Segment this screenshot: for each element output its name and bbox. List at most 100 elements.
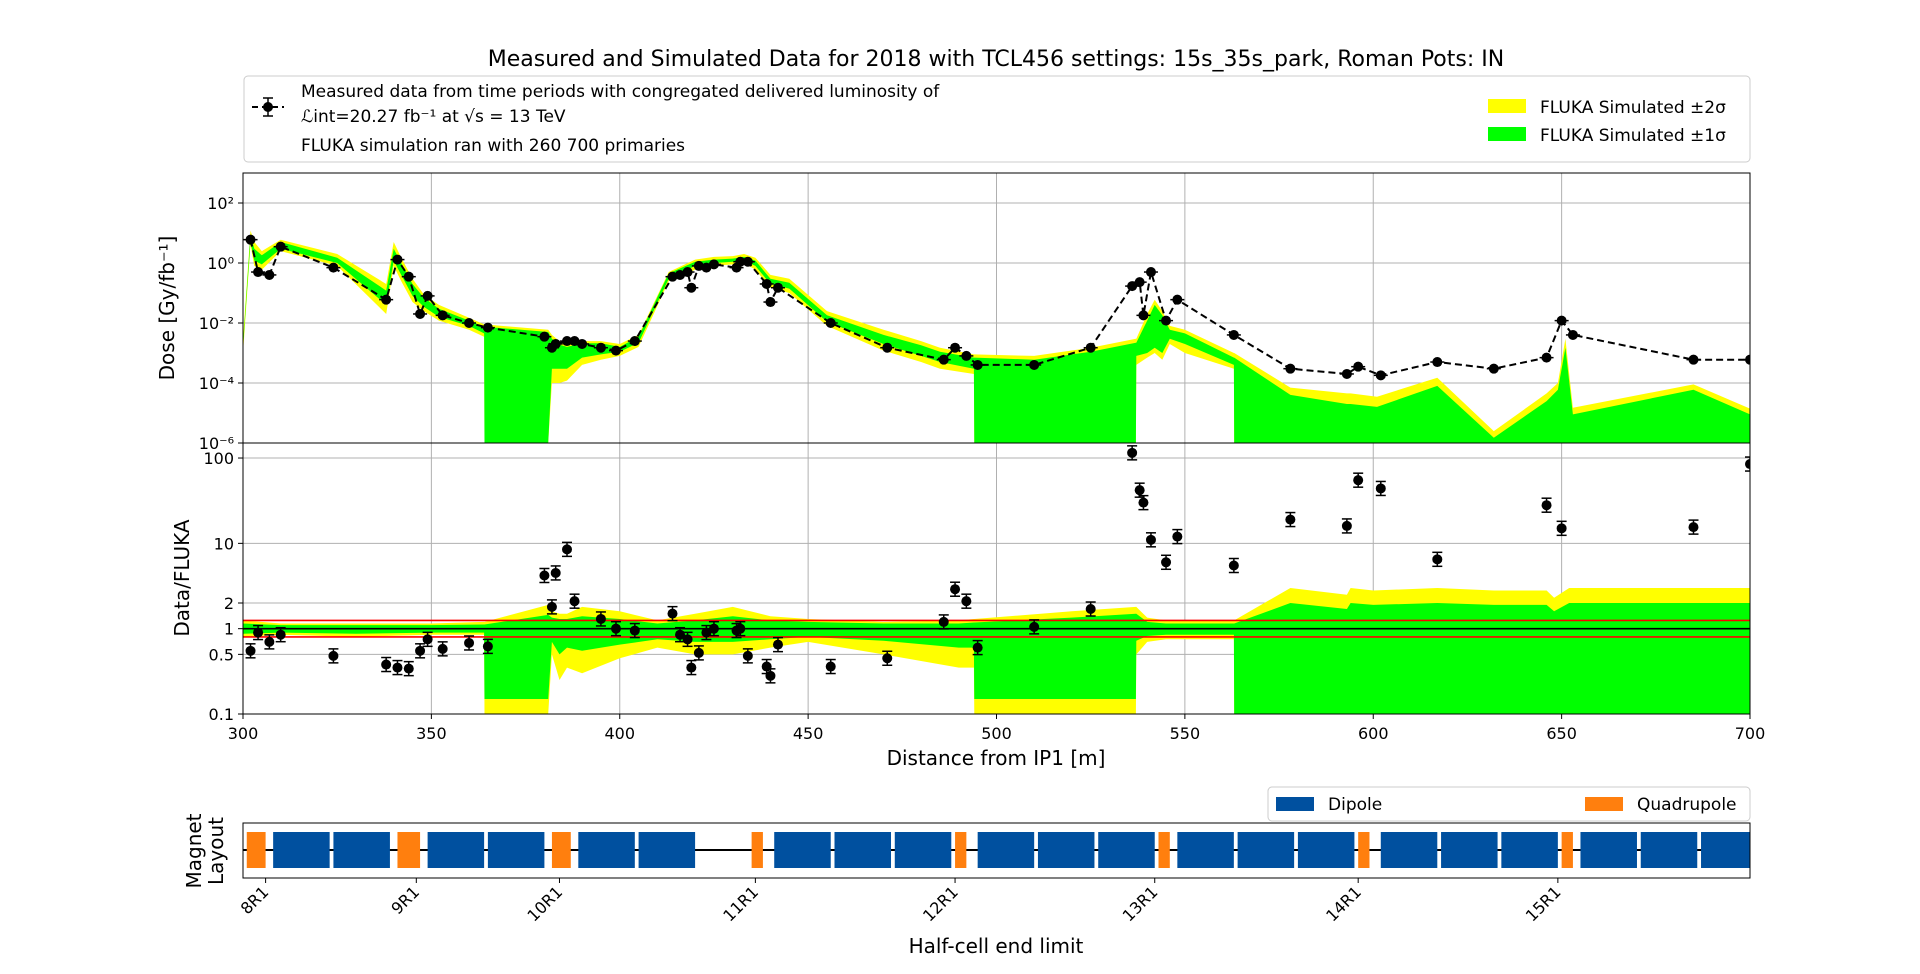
dose-point: [550, 338, 561, 349]
dose-point: [275, 241, 286, 252]
ratio-yticks: 0.1 0.5 1 2 10 100: [203, 449, 243, 724]
ratio-point: [1138, 497, 1149, 508]
ratio-xtick-label: 500: [981, 724, 1012, 743]
magnet-legend-quadrupole-label: Quadrupole: [1637, 795, 1737, 815]
dipole-magnet: [273, 832, 330, 868]
ratio-point: [253, 627, 264, 638]
dipole-magnet: [1441, 832, 1498, 868]
dose-point: [422, 290, 433, 301]
legend: Measured data from time periods with con…: [243, 75, 1751, 163]
ratio-point: [1172, 531, 1183, 542]
quadrupole-magnet: [551, 832, 571, 868]
ratio-point: [1688, 522, 1699, 533]
dose-point: [1029, 359, 1040, 370]
dose-point: [950, 342, 961, 353]
ratio-point: [972, 642, 983, 653]
ratio-point: [675, 629, 686, 640]
dose-measured-points: [243, 234, 1750, 381]
dose-ylabel: Dose [Gy/fb⁻¹]: [155, 236, 179, 381]
dose-point: [381, 294, 392, 305]
dose-point: [1556, 315, 1567, 326]
dipole-magnet: [1380, 832, 1438, 868]
dose-point: [686, 282, 697, 293]
dose-point: [482, 322, 493, 333]
legend-measured-marker: [263, 102, 273, 112]
legend-frame: [243, 75, 1751, 163]
dose-point: [825, 318, 836, 328]
dose-point: [1145, 267, 1156, 278]
dose-point: [1688, 354, 1699, 365]
ratio-point: [765, 670, 776, 681]
magnet-legend-dipole-label: Dipole: [1328, 795, 1382, 815]
quadrupole-magnet: [955, 832, 967, 868]
magnet-xtick-label: 10R1: [523, 882, 566, 925]
quadrupole-magnet: [1158, 832, 1170, 868]
ratio-point: [1029, 621, 1040, 632]
dose-point: [667, 271, 678, 282]
magnet-legend-frame: [1267, 786, 1751, 822]
dose-point: [1127, 281, 1138, 292]
ratio-points: [245, 445, 1750, 684]
dose-point: [1228, 329, 1239, 340]
ratio-xtick-label: 700: [1735, 724, 1766, 743]
dipole-magnet: [1640, 832, 1698, 868]
ratio-point: [686, 662, 697, 673]
legend-fluka-primaries: FLUKA simulation ran with 260 700 primar…: [301, 136, 685, 156]
dose-point: [392, 254, 403, 265]
magnet-xtick-label: 12R1: [919, 882, 962, 925]
ratio-xtick-label: 600: [1358, 724, 1389, 743]
ratio-point: [1541, 500, 1552, 511]
dose-point: [1375, 370, 1386, 381]
dose-point: [562, 336, 573, 347]
ratio-ytick-label: 0.1: [209, 705, 234, 724]
dipole-magnet: [1701, 832, 1750, 868]
dose-point: [882, 342, 893, 353]
magnet-legend: Dipole Quadrupole: [1267, 786, 1751, 822]
dose-point: [1285, 363, 1296, 374]
dose-point: [1341, 368, 1352, 379]
dose-point: [1172, 294, 1183, 305]
magnet-xtick-label: 14R1: [1322, 882, 1365, 925]
dose-point: [772, 282, 783, 293]
legend-sigma2-swatch: [1488, 99, 1526, 113]
magnet-layout-frame: [242, 822, 1751, 879]
dose-panel: 10⁻⁶ 10⁻⁴ 10⁻² 10⁰ 10² Dose [Gy/fb⁻¹]: [155, 172, 1751, 453]
magnet-xticks: 8R1 9R1 10R1 11R1 12R1 13R1 14R1 15R1: [237, 878, 1565, 925]
ratio-point: [667, 608, 678, 619]
dose-point: [938, 354, 949, 365]
ratio-point: [1556, 523, 1567, 534]
ratio-xtick-label: 650: [1546, 724, 1577, 743]
ratio-point: [595, 613, 606, 624]
ratio-panel-frame: [242, 442, 1751, 715]
ratio-xlabel: Distance from IP1 [m]: [887, 746, 1106, 770]
ratio-xtick-label: 300: [228, 724, 259, 743]
magnet-ylabel-line1: Magnet: [182, 813, 206, 888]
legend-sigma2-label: FLUKA Simulated ±2σ: [1540, 98, 1726, 118]
dipole-magnet: [1098, 832, 1155, 868]
dose-ytick-label: 10⁻⁴: [199, 374, 234, 393]
ratio-point: [437, 643, 448, 654]
ratio-point: [735, 623, 746, 634]
dipole-magnet: [894, 832, 952, 868]
magnet-xtick-label: 15R1: [1522, 882, 1565, 925]
ratio-point: [562, 544, 573, 555]
ratio-point: [610, 623, 621, 634]
ratio-reference-lines: [243, 619, 1750, 638]
dipole-magnet: [487, 832, 545, 868]
dose-point: [437, 310, 448, 321]
ratio-point: [1375, 483, 1386, 494]
ratio-point: [825, 661, 836, 672]
dose-point: [328, 262, 339, 273]
dose-point: [735, 256, 746, 267]
dose-point: [1432, 357, 1443, 368]
dose-ytick-label: 10⁰: [207, 254, 234, 273]
legend-measured-line2: ℒint=20.27 fb⁻¹ at √s = 13 TeV: [301, 107, 566, 127]
magnet-xtick-label: 13R1: [1119, 882, 1162, 925]
dose-point: [693, 260, 704, 271]
dose-point: [610, 345, 621, 356]
dose-point: [539, 331, 550, 342]
dose-point: [1134, 277, 1145, 288]
dose-ytick-label: 10⁻²: [199, 314, 234, 333]
quadrupole-magnet: [246, 832, 266, 868]
